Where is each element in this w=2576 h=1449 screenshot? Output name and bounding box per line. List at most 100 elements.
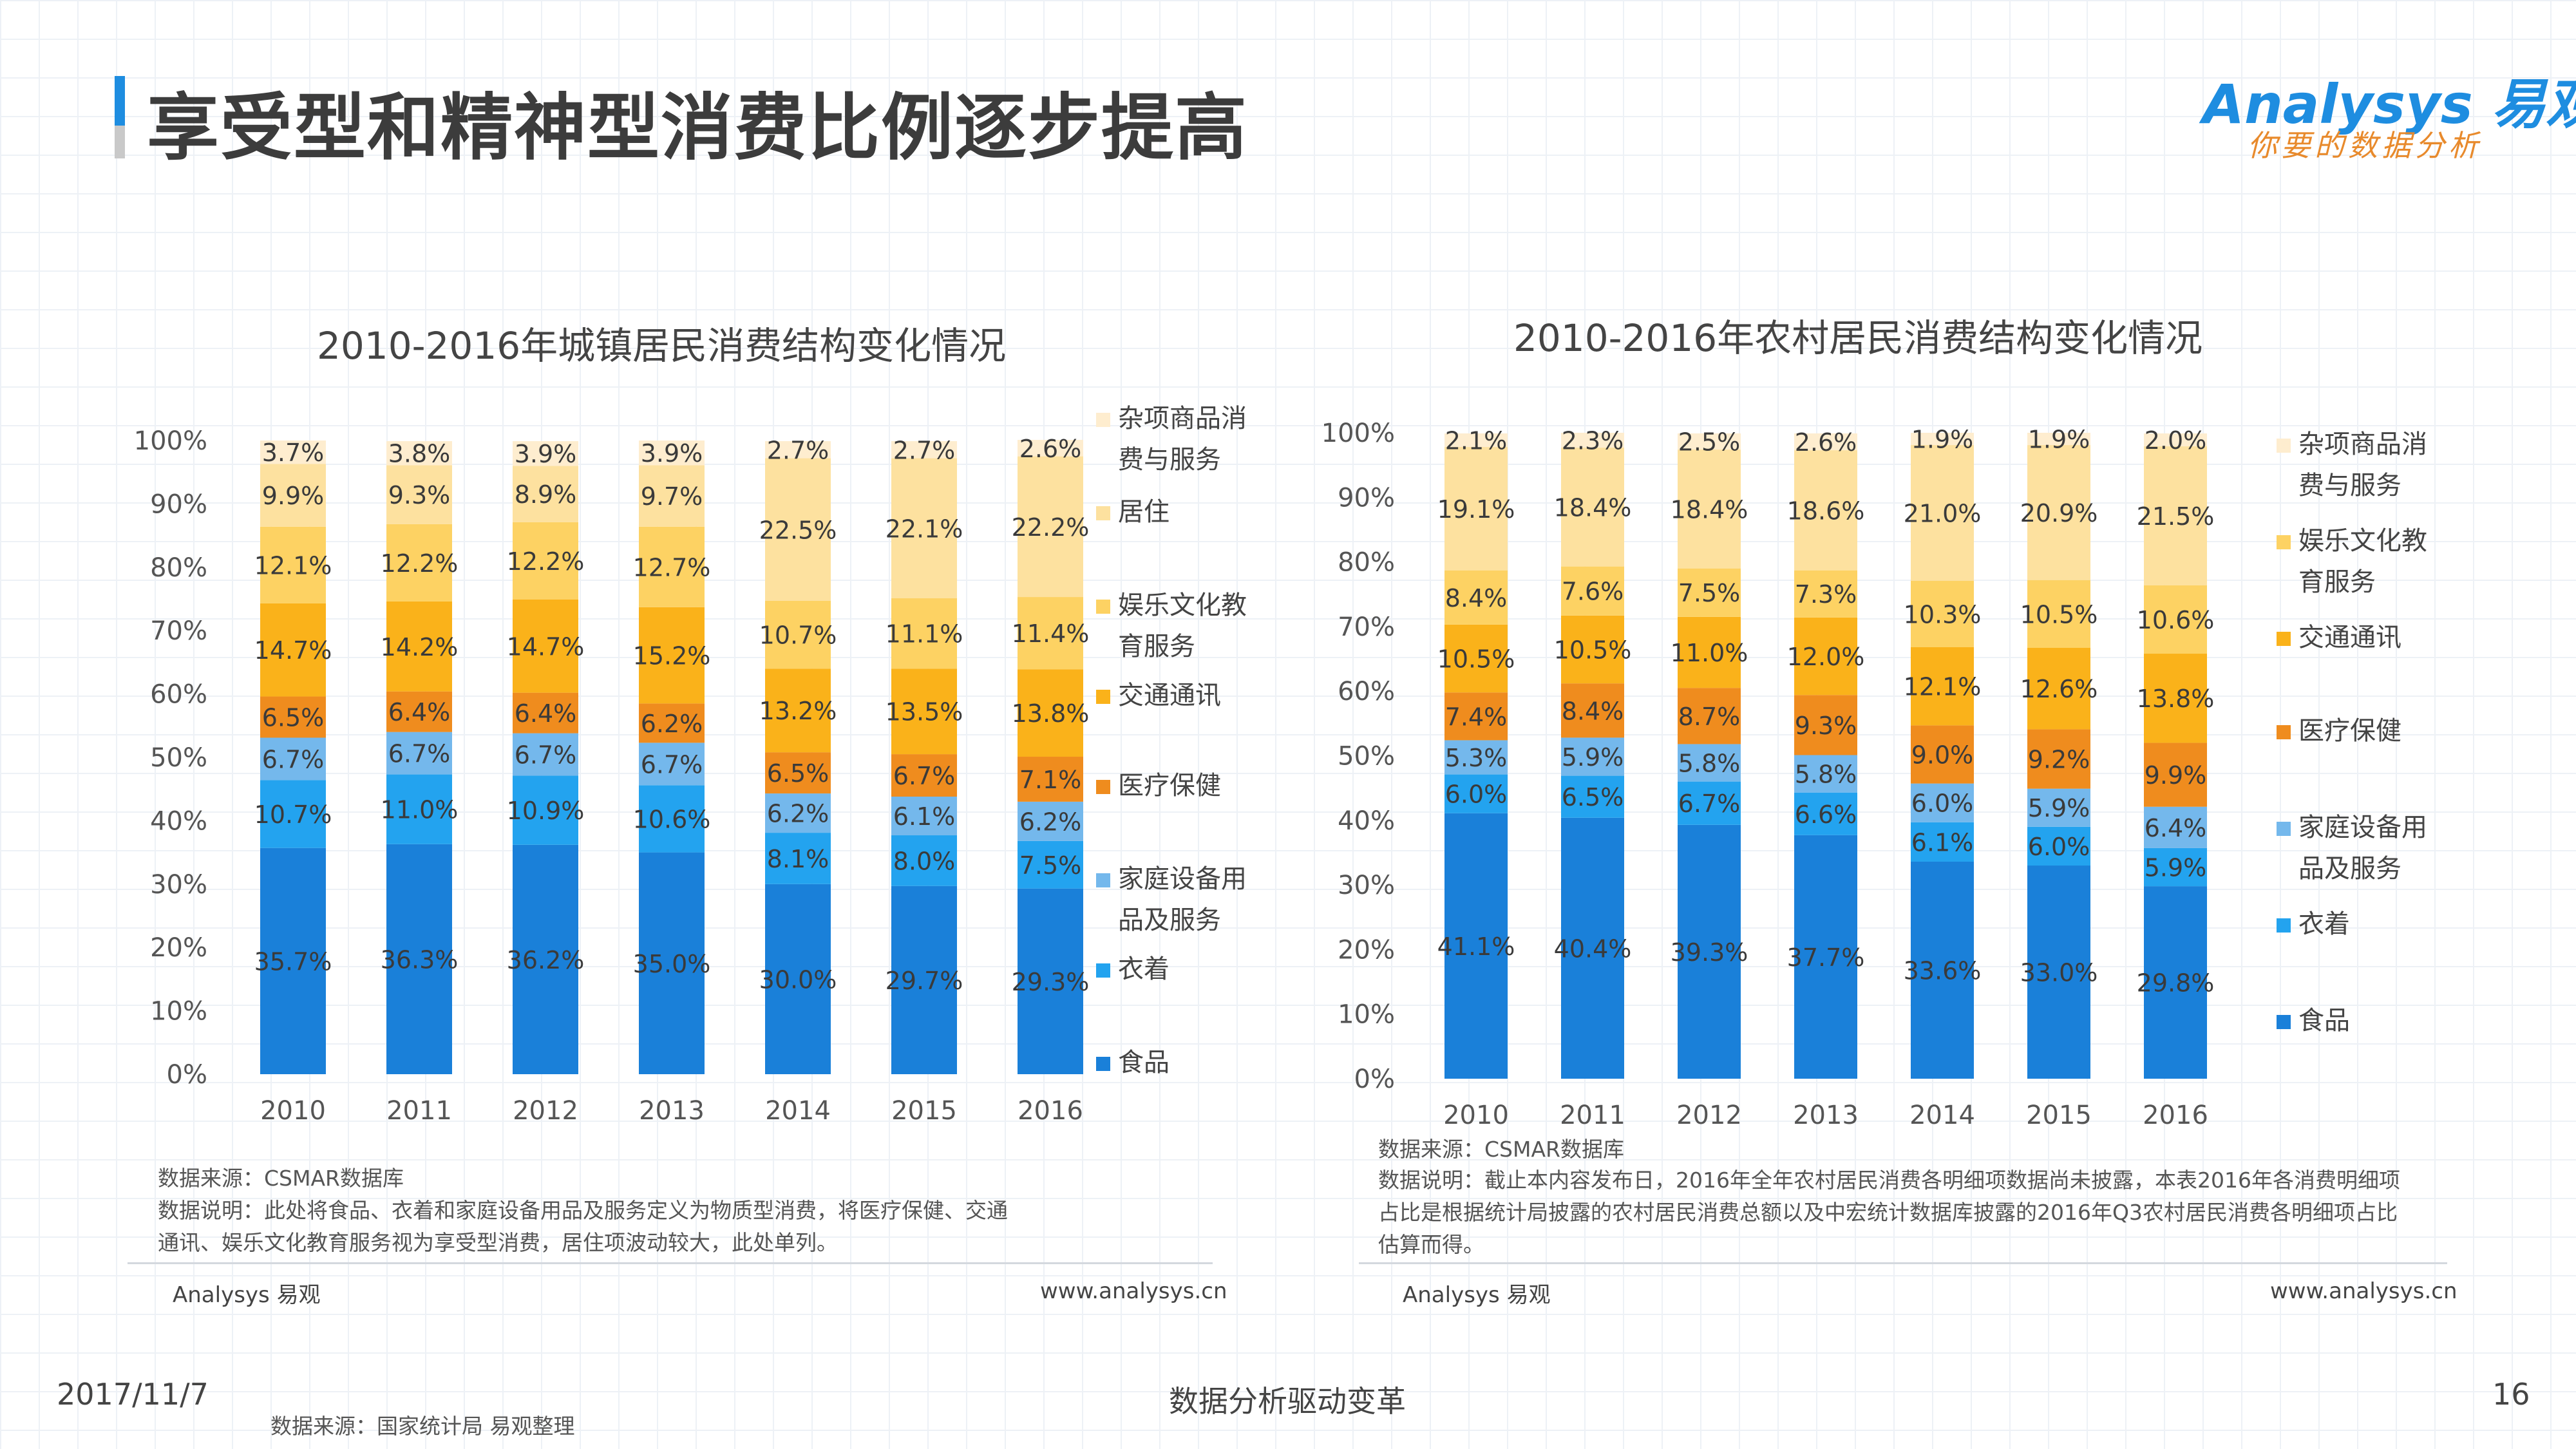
urban-bar-segment [765, 833, 831, 884]
urban-data-label: 6.7% [515, 741, 577, 770]
rural-url-link[interactable]: www.analysys.cn [2270, 1278, 2458, 1304]
urban-y-tick-label: 100% [134, 426, 207, 456]
urban-data-label: 6.2% [1019, 808, 1082, 836]
page-number: 16 [2492, 1377, 2530, 1412]
urban-data-label: 3.9% [515, 440, 577, 468]
rural-data-label: 2.0% [2145, 426, 2207, 455]
urban-legend-label: 费与服务 [1118, 445, 1221, 475]
rural-legend-label: 食品 [2298, 1006, 2350, 1036]
urban-description-note: 数据说明：此处将食品、衣着和家庭设备用品及服务定义为物质型消费，将医疗保健、交通… [158, 1198, 1008, 1255]
rural-bar-segment [2144, 433, 2207, 447]
rural-data-label: 9.2% [2028, 746, 2090, 774]
urban-bar-segment [765, 752, 831, 794]
urban-bar-segment [386, 732, 452, 775]
urban-data-label: 13.2% [759, 697, 837, 725]
rural-x-tick-label: 2015 [2026, 1101, 2092, 1130]
urban-legend-label: 食品 [1118, 1048, 1170, 1077]
rural-data-label: 10.3% [1904, 600, 1982, 629]
urban-bar-segment [891, 835, 957, 886]
urban-x-tick-label: 2010 [260, 1096, 326, 1126]
urban-y-tick-label: 40% [150, 806, 207, 836]
urban-url-link[interactable]: www.analysys.cn [1040, 1278, 1227, 1304]
rural-bar-segment [1678, 688, 1741, 744]
rural-data-label: 6.4% [2145, 814, 2207, 842]
urban-x-tick-label: 2012 [513, 1096, 578, 1126]
rural-bar-segment [1561, 433, 1624, 448]
urban-data-label: 36.2% [507, 946, 585, 974]
urban-bar-segment [765, 458, 831, 601]
rural-data-label: 7.4% [1445, 703, 1508, 731]
urban-bar-segment [765, 440, 831, 459]
urban-bar-segment [1018, 757, 1083, 802]
rural-bar-segment [1911, 725, 1974, 784]
rural-data-label: 5.9% [2028, 794, 2090, 822]
urban-data-label: 10.9% [507, 797, 585, 825]
rural-y-tick-label: 60% [1338, 677, 1395, 706]
rural-bar-segment [1444, 570, 1508, 625]
urban-data-label: 15.2% [633, 642, 711, 670]
rural-legend-swatch [2277, 918, 2291, 933]
urban-legend-label: 交通通讯 [1118, 681, 1221, 710]
rural-data-label: 6.0% [1911, 790, 1974, 818]
urban-bar-segment [513, 440, 578, 466]
urban-x-tick-label: 2015 [891, 1096, 957, 1126]
rural-data-label: 6.7% [1678, 790, 1741, 818]
page-title: 享受型和精神型消费比例逐步提高 [147, 86, 1248, 170]
urban-data-label: 8.1% [767, 845, 829, 873]
urban-legend-label: 娱乐文化教 [1118, 591, 1247, 620]
urban-data-label: 9.3% [388, 481, 451, 509]
rural-bar-segment [2027, 788, 2090, 827]
rural-data-label: 40.4% [1554, 934, 1632, 963]
rural-data-label: 2.6% [1795, 428, 1857, 457]
urban-data-label: 6.7% [388, 740, 451, 768]
rural-bar-segment [1444, 740, 1508, 775]
urban-bar-segment [891, 598, 957, 669]
rural-bar-segment [1911, 783, 1974, 822]
rural-data-label: 5.8% [1795, 761, 1857, 789]
rural-bar-segment [1444, 433, 1508, 448]
rural-bar-segment [1678, 616, 1741, 688]
urban-data-label: 12.1% [254, 551, 332, 580]
rural-data-label: 5.3% [1445, 744, 1508, 772]
rural-data-label: 10.5% [1554, 636, 1632, 665]
rural-y-tick-label: 90% [1338, 483, 1395, 513]
urban-bar-segment [639, 440, 705, 466]
urban-data-label: 8.9% [515, 480, 577, 509]
urban-data-label: 10.7% [759, 621, 837, 650]
rural-bar-segment [1444, 774, 1508, 813]
urban-legend-swatch [1096, 690, 1110, 704]
rural-y-tick-label: 0% [1354, 1065, 1395, 1094]
urban-legend-label: 居住 [1118, 497, 1170, 527]
rural-bar-segment [2027, 647, 2090, 730]
urban-bar-segment [639, 785, 705, 853]
rural-data-label: 10.5% [1437, 645, 1515, 674]
urban-bar-segment [260, 737, 326, 781]
rural-bar-segment [1794, 617, 1857, 696]
urban-legend-label: 医疗保健 [1118, 771, 1221, 800]
urban-y-tick-label: 10% [150, 997, 207, 1027]
rural-data-label: 20.9% [2020, 499, 2098, 527]
urban-bar-segment [386, 691, 452, 732]
rural-x-tick-label: 2010 [1443, 1101, 1509, 1130]
urban-y-tick-label: 90% [150, 489, 207, 519]
urban-bar-segment [891, 886, 957, 1074]
rural-data-label: 10.5% [2020, 600, 2098, 629]
urban-bar-segment [513, 733, 578, 776]
rural-legend-label: 娱乐文化教 [2298, 526, 2427, 556]
urban-bar-segment [891, 458, 957, 599]
urban-data-label: 7.5% [1019, 851, 1082, 880]
urban-bar-segment [891, 440, 957, 459]
rural-bar-segment [1561, 683, 1624, 738]
rural-data-label: 41.1% [1437, 933, 1515, 961]
rural-bar-segment [1444, 813, 1508, 1079]
urban-data-label: 3.8% [388, 440, 451, 468]
rural-bar-segment [1678, 450, 1741, 569]
urban-data-label: 12.2% [381, 549, 459, 578]
urban-data-label: 10.6% [633, 805, 711, 833]
urban-y-tick-label: 20% [150, 933, 207, 963]
rural-bar-segment [1794, 835, 1857, 1079]
urban-bar-segment [639, 703, 705, 743]
urban-bar-segment [513, 466, 578, 522]
urban-data-label: 6.7% [262, 745, 325, 773]
urban-legend-label: 家庭设备用 [1118, 864, 1247, 894]
